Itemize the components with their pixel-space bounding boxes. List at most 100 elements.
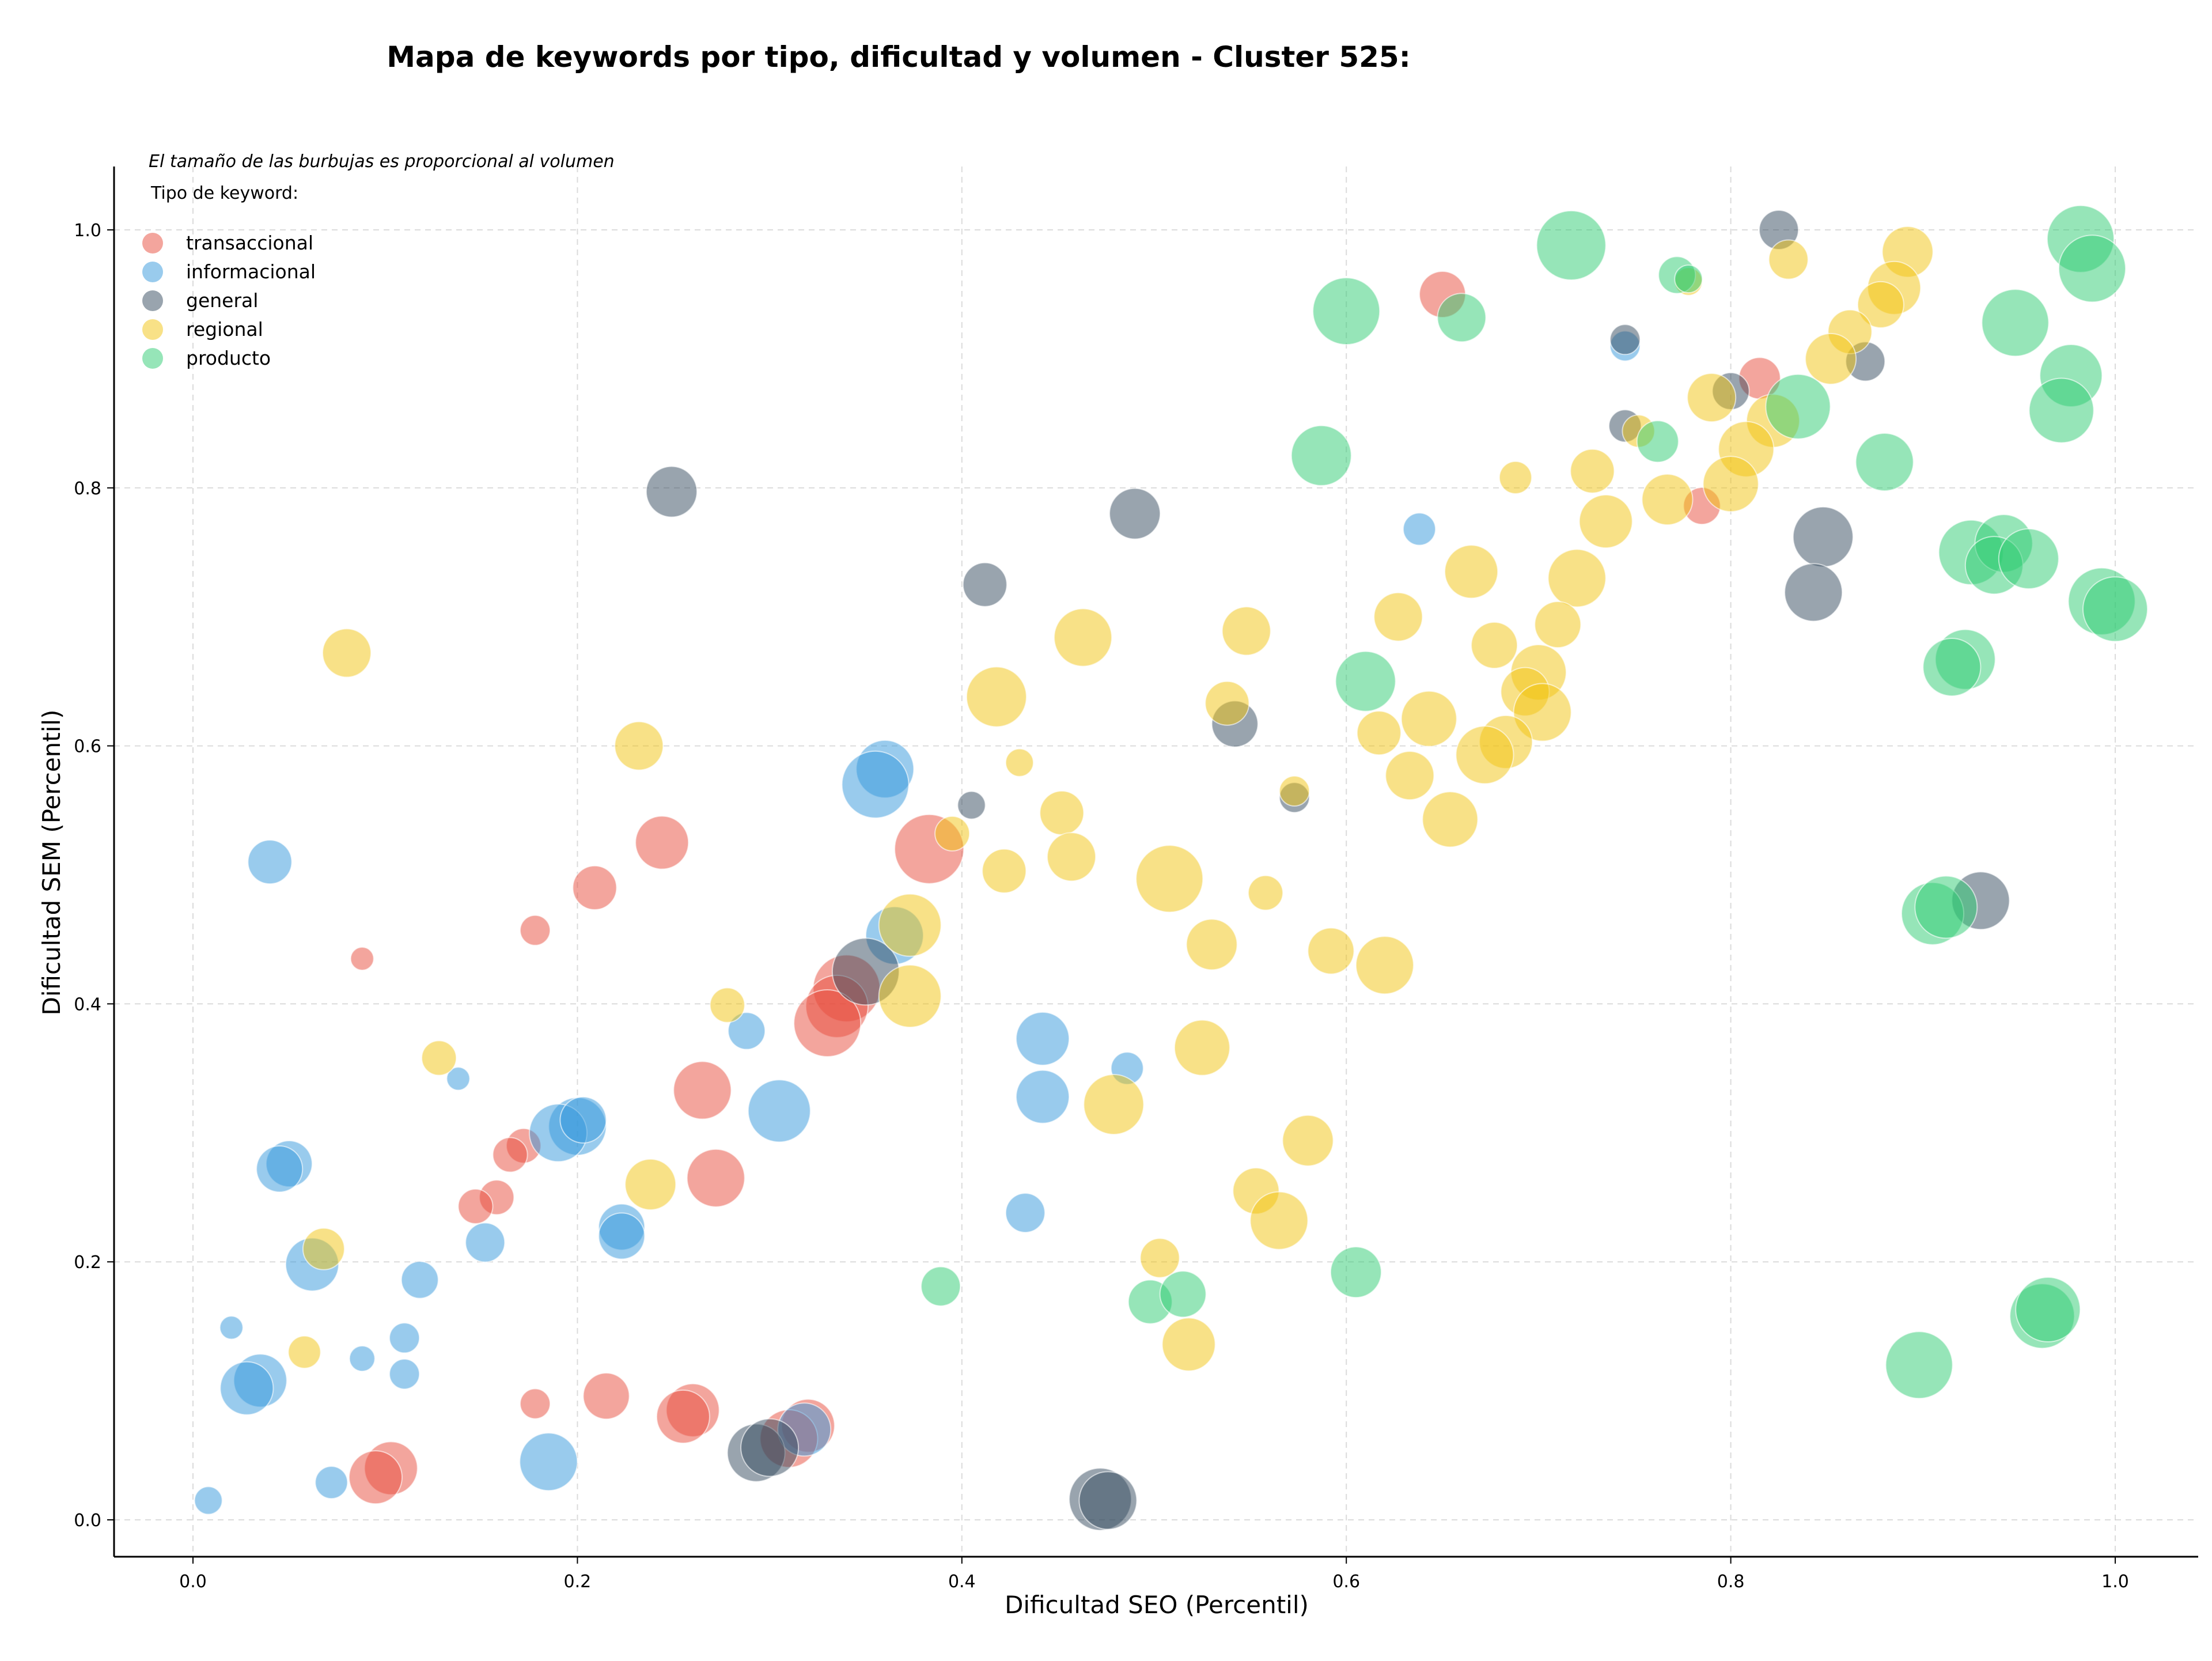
bubble-producto bbox=[2028, 377, 2094, 444]
bubble-producto bbox=[1312, 277, 1381, 346]
bubble-informacional bbox=[446, 1066, 471, 1091]
bubble-transaccional bbox=[350, 947, 374, 971]
bubble-producto bbox=[921, 1266, 961, 1307]
bubble-regional bbox=[1282, 1114, 1334, 1167]
bubble-informacional bbox=[400, 1261, 439, 1299]
x-tick-label: 0.6 bbox=[1332, 1572, 1360, 1592]
legend-label-general: general bbox=[186, 289, 258, 312]
bubble-general bbox=[740, 1418, 800, 1477]
bubble-regional bbox=[1641, 474, 1694, 525]
bubble-transaccional bbox=[520, 914, 551, 946]
legend-label-producto: producto bbox=[186, 347, 271, 369]
bubble-regional bbox=[1534, 601, 1582, 649]
legend-marker-general bbox=[142, 290, 163, 311]
bubble-transaccional bbox=[492, 1137, 528, 1173]
bubble-producto bbox=[1159, 1270, 1207, 1318]
bubble-informacional bbox=[219, 1315, 244, 1340]
x-tick-label: 0.4 bbox=[948, 1572, 976, 1592]
y-tick-label: 1.0 bbox=[74, 221, 101, 241]
bubble-regional bbox=[1471, 622, 1518, 669]
bubble-informacional bbox=[747, 1079, 811, 1143]
bubble-regional bbox=[1857, 281, 1904, 328]
y-axis-label: Dificultad SEM (Percentil) bbox=[37, 710, 66, 1016]
bubble-informacional bbox=[389, 1359, 421, 1390]
bubble-transaccional bbox=[520, 1388, 551, 1420]
bubble-general bbox=[962, 562, 1007, 607]
bubble-regional bbox=[1083, 1074, 1145, 1135]
bubble-informacional bbox=[465, 1222, 506, 1263]
bubble-producto bbox=[1437, 293, 1487, 343]
bubble-regional bbox=[1444, 544, 1499, 599]
legend-marker-producto bbox=[142, 348, 163, 369]
bubble-informacional bbox=[841, 750, 910, 819]
bubble-regional bbox=[1054, 608, 1112, 667]
bubble-regional bbox=[1279, 775, 1310, 807]
bubble-regional bbox=[1249, 1191, 1309, 1250]
bubble-informacional bbox=[1016, 1069, 1070, 1124]
bubble-regional bbox=[1355, 936, 1414, 995]
bubble-producto bbox=[1290, 425, 1352, 486]
y-tick-label: 0.8 bbox=[74, 479, 101, 499]
bubble-general bbox=[1609, 324, 1641, 355]
bubble-regional bbox=[965, 666, 1027, 728]
bubble-regional bbox=[1805, 332, 1857, 385]
bubble-regional bbox=[878, 893, 942, 957]
bubble-regional bbox=[1039, 790, 1085, 835]
bubble-regional bbox=[1768, 239, 1809, 280]
bubble-producto bbox=[1536, 210, 1607, 281]
bubble-regional bbox=[934, 815, 971, 852]
bubble-regional bbox=[287, 1335, 321, 1369]
bubble-transaccional bbox=[349, 1450, 403, 1505]
bubble-transaccional bbox=[582, 1372, 630, 1420]
bubble-informacional bbox=[1016, 1011, 1070, 1066]
bubble-regional bbox=[1455, 725, 1514, 785]
legend-label-informacional: informacional bbox=[186, 260, 316, 283]
bubble-regional bbox=[1161, 1317, 1216, 1372]
bubble-regional bbox=[1356, 710, 1402, 756]
bubble-regional bbox=[421, 1040, 457, 1076]
bubble-informacional bbox=[315, 1466, 349, 1500]
bubble-producto bbox=[1981, 289, 2050, 357]
bubble-regional bbox=[1307, 927, 1355, 975]
size-annotation: El tamaño de las burbujas es proporciona… bbox=[149, 152, 615, 172]
x-axis-label: Dificultad SEO (Percentil) bbox=[1005, 1591, 1309, 1619]
bubble-producto bbox=[1914, 875, 1978, 939]
bubble-informacional bbox=[256, 1145, 304, 1193]
bubble-producto bbox=[1335, 650, 1396, 712]
legend-marker-transaccional bbox=[142, 233, 163, 253]
bubble-regional bbox=[1385, 751, 1435, 801]
bubble-producto bbox=[1765, 373, 1831, 440]
bubble-regional bbox=[1185, 918, 1238, 971]
bubble-informacional bbox=[349, 1345, 376, 1372]
bubble-producto bbox=[2058, 234, 2126, 303]
y-tick-label: 0.0 bbox=[74, 1511, 101, 1531]
x-tick-label: 0.8 bbox=[1717, 1572, 1745, 1592]
bubble-general bbox=[645, 466, 698, 518]
bubble-transaccional bbox=[673, 1061, 732, 1120]
bubble-regional bbox=[1248, 875, 1283, 911]
bubble-regional bbox=[624, 1158, 677, 1210]
legend-label-transaccional: transaccional bbox=[186, 232, 313, 254]
bubble-informacional bbox=[598, 1212, 646, 1260]
legend-marker-regional bbox=[142, 319, 163, 340]
bubble-regional bbox=[302, 1227, 345, 1270]
bubble-regional bbox=[1005, 748, 1034, 777]
bubble-regional bbox=[878, 964, 942, 1028]
bubble-regional bbox=[1422, 791, 1479, 848]
bubble-transaccional bbox=[457, 1188, 494, 1224]
bubble-regional bbox=[1498, 460, 1532, 494]
bubble-regional bbox=[1139, 1238, 1180, 1278]
bubble-producto bbox=[1330, 1246, 1382, 1299]
bubble-regional bbox=[1135, 845, 1204, 913]
bubble-producto bbox=[2015, 1277, 2081, 1342]
bubble-regional bbox=[1373, 592, 1423, 642]
bubble-regional bbox=[1570, 448, 1615, 494]
bubble-producto bbox=[1636, 420, 1679, 463]
y-tick-label: 0.6 bbox=[74, 737, 101, 757]
bubble-transaccional bbox=[572, 865, 618, 910]
bubble-informacional bbox=[389, 1322, 421, 1354]
legend-label-regional: regional bbox=[186, 318, 263, 340]
bubble-informacional bbox=[1005, 1193, 1046, 1234]
bubble-general bbox=[1784, 563, 1843, 622]
